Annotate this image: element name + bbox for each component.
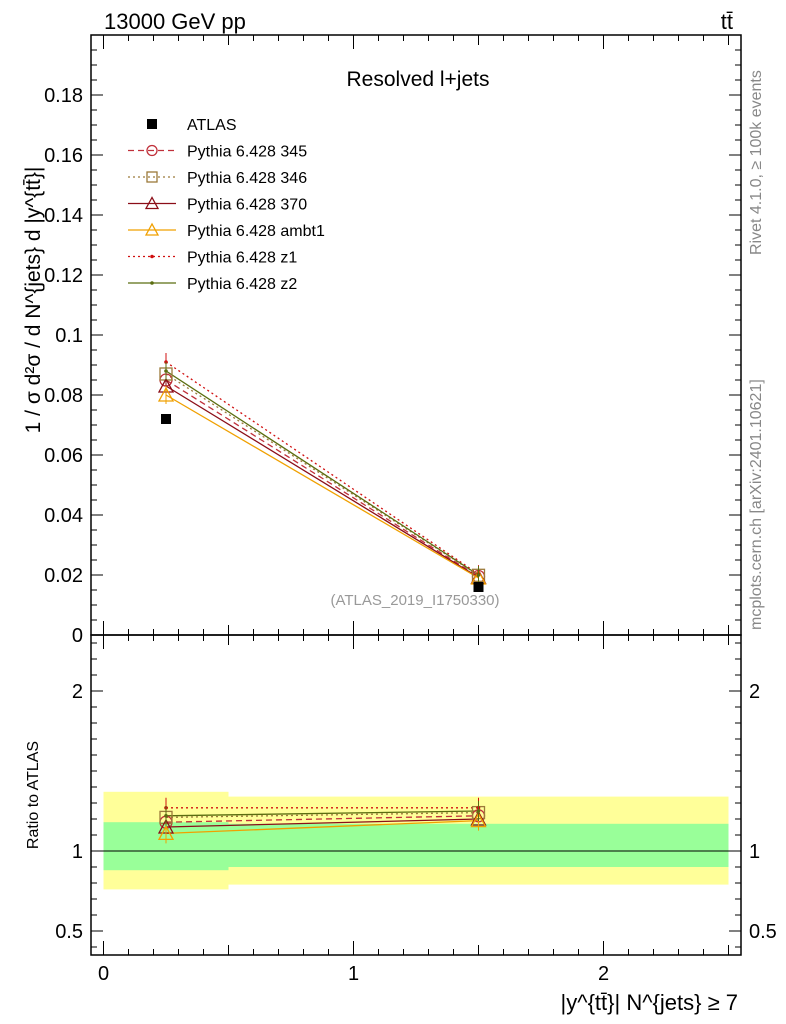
legend-label-3: Pythia 6.428 ambt1 xyxy=(187,223,325,240)
y-tick-label-main-8: 0.16 xyxy=(44,145,83,167)
series-line-main-0 xyxy=(165,379,479,578)
series-line-ratio-0 xyxy=(165,815,479,823)
legend-label-atlas: ATLAS xyxy=(187,117,237,134)
y-tick-label-main-3: 0.06 xyxy=(44,445,83,467)
y-tick-label-main-1: 0.02 xyxy=(44,565,83,587)
y-tick-label-ratio-right-1: 1 xyxy=(749,841,760,863)
y-tick-label-ratio-1: 1 xyxy=(72,841,83,863)
x-tick-label-2: 2 xyxy=(598,963,609,985)
header-channel: tt̄ xyxy=(721,9,733,34)
y-tick-label-main-4: 0.08 xyxy=(44,385,83,407)
legend-marker-2 xyxy=(144,196,160,210)
y-tick-label-ratio-right-2: 2 xyxy=(749,681,760,703)
plot-title: Resolved l+jets xyxy=(347,68,490,91)
y-tick-label-ratio-0: 0.5 xyxy=(55,921,83,943)
analysis-id: (ATLAS_2019_I1750330) xyxy=(330,592,499,609)
ratio-plot-frame xyxy=(90,634,742,956)
y-tick-label-main-6: 0.12 xyxy=(44,265,83,287)
header-process: 13000 GeV pp xyxy=(104,9,246,34)
series-line-main-1 xyxy=(165,373,479,576)
axis-ticks: 0 0.02 0.04 0.06 0.08 0.1 0.12 0.14 0.16 0.18 0.5 0… xyxy=(44,35,777,985)
series-line-main-2 xyxy=(165,385,479,578)
y-tick-label-main-7: 0.14 xyxy=(44,205,83,227)
series-point-ratio-5-0 xyxy=(164,814,168,818)
error-band-inner-bin-1 xyxy=(228,823,729,867)
series-lines xyxy=(165,361,479,835)
legend-marker-atlas xyxy=(147,119,157,129)
y-tick-label-main-9: 0.18 xyxy=(44,85,83,107)
series-line-main-5 xyxy=(165,370,479,576)
y-tick-label-ratio-right-0: 0.5 xyxy=(749,921,777,943)
legend-label-4: Pythia 6.428 z1 xyxy=(187,250,297,267)
legend-label-0: Pythia 6.428 345 xyxy=(187,144,307,161)
legend-marker-0 xyxy=(146,144,158,157)
y-tick-label-main-0: 0 xyxy=(72,625,83,647)
x-tick-label-1: 1 xyxy=(348,963,359,985)
y-tick-label-main-2: 0.04 xyxy=(44,505,83,527)
series-line-ratio-3 xyxy=(165,819,479,835)
legend: ATLAS Pythia 6.428 345 Pythia 6.428 346 Pyt… xyxy=(128,117,325,293)
legend-marker-3 xyxy=(144,222,160,236)
series-line-ratio-5 xyxy=(165,810,479,817)
data-point-atlas-1 xyxy=(473,582,484,592)
series-point-main-5-1 xyxy=(476,573,481,577)
series-markers xyxy=(157,353,487,844)
legend-label-5: Pythia 6.428 z2 xyxy=(187,276,297,293)
series-line-ratio-2 xyxy=(165,818,479,828)
series-point-ratio-3-0 xyxy=(157,825,175,841)
ratio-error-bands xyxy=(103,791,729,890)
series-line-main-4 xyxy=(165,361,479,575)
legend-label-2: Pythia 6.428 370 xyxy=(187,197,307,214)
mcplots-label: mcplots.cern.ch [arXiv:2401.10621] xyxy=(748,379,765,630)
series-line-main-3 xyxy=(165,394,479,579)
x-axis-label: |y^{tt̄}| N^{jets} ≥ 7 xyxy=(561,990,738,1015)
series-point-ratio-3-1 xyxy=(470,812,487,828)
legend-marker-4 xyxy=(150,254,154,259)
series-line-ratio-1 xyxy=(165,811,479,819)
y-tick-label-main-5: 0.1 xyxy=(55,325,83,347)
x-tick-label-0: 0 xyxy=(98,963,109,985)
series-point-ratio-5-1 xyxy=(476,809,481,813)
rivet-version-label: Rivet 4.1.0, ≥ 100k events xyxy=(748,70,765,255)
y-tick-label-ratio-2: 2 xyxy=(72,681,83,703)
legend-label-1: Pythia 6.428 346 xyxy=(187,170,307,187)
data-point-atlas-0 xyxy=(161,414,171,424)
y-axis-label-ratio: Ratio to ATLAS xyxy=(25,741,42,849)
legend-marker-5 xyxy=(150,281,154,285)
y-axis-label-main: 1 / σ d²σ / d N^{jets} d |y^{tt̄}| xyxy=(22,167,45,434)
legend-marker-1 xyxy=(146,171,158,183)
series-point-main-3-0 xyxy=(157,386,175,402)
series-point-main-5-0 xyxy=(164,369,168,373)
